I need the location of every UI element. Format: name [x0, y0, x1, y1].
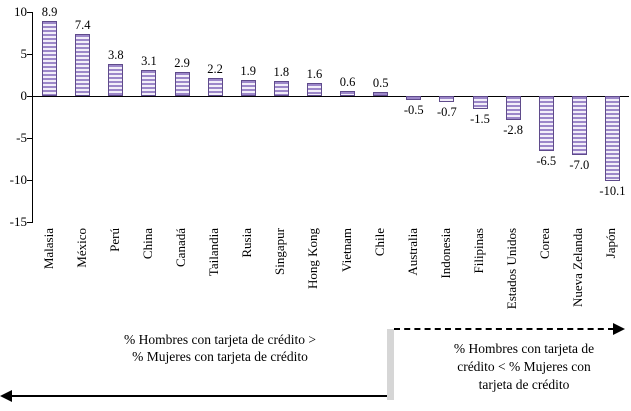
category-label: Australia	[404, 228, 420, 276]
bar	[472, 96, 488, 109]
right-annotation-line2: crédito < % Mujeres con	[457, 359, 591, 374]
bar-value-label: -0.7	[436, 104, 457, 119]
category-label: Vietnam	[338, 228, 354, 272]
bar-value-label: 1.6	[306, 66, 323, 81]
category-label: Hong Kong	[305, 228, 321, 290]
left-annotation-line1: % Hombres con tarjeta de crédito >	[123, 332, 317, 347]
bar	[604, 96, 620, 181]
y-tick-mark	[27, 222, 33, 223]
left-annotation: % Hombres con tarjeta de crédito > % Muj…	[55, 331, 385, 365]
y-tick-mark	[27, 96, 33, 97]
category-label: Japón	[603, 228, 619, 259]
right-dashed-arrow-line	[394, 328, 614, 330]
bar-value-label: -10.1	[599, 183, 626, 198]
bar-value-label: 0.5	[372, 75, 389, 90]
zero-axis-line	[33, 96, 629, 97]
bar	[108, 64, 124, 96]
category-label: Filipinas	[471, 228, 486, 274]
bar-value-label: 2.9	[174, 55, 190, 70]
right-arrowhead-icon	[613, 323, 625, 335]
y-tick-label: -5	[16, 130, 27, 145]
bar	[340, 90, 356, 96]
category-label: Rusia	[239, 228, 255, 258]
bar-value-label: 3.1	[141, 53, 157, 68]
category-label: Estados Unidos	[504, 228, 520, 310]
y-tick-mark	[27, 180, 33, 181]
category-label: México	[73, 228, 89, 268]
bar	[174, 71, 190, 96]
bar	[373, 91, 389, 96]
category-label: Malasia	[40, 228, 56, 270]
category-label: Canadá	[173, 228, 188, 267]
category-label: Perú	[106, 228, 122, 252]
bar-value-label: 8.9	[41, 5, 58, 20]
left-arrowhead-icon	[0, 390, 12, 402]
bar-value-label: 0.6	[339, 74, 356, 89]
category-label: China	[139, 228, 155, 260]
right-annotation: % Hombres con tarjeta de crédito < % Muj…	[418, 340, 630, 394]
right-annotation-line3: tarjeta de crédito	[478, 377, 570, 392]
y-tick-label: 10	[14, 4, 27, 19]
bar	[306, 82, 322, 96]
category-label: Singapur	[272, 228, 288, 275]
left-annotation-line2: % Mujeres con tarjeta de crédito	[132, 349, 308, 364]
bar	[240, 80, 256, 96]
bar-value-label: 1.8	[273, 64, 290, 79]
y-tick-mark	[27, 54, 33, 55]
bar-value-label: -6.5	[536, 153, 557, 168]
y-tick-label: 0	[20, 88, 28, 103]
bar	[538, 96, 554, 151]
bar	[207, 77, 223, 96]
y-tick-mark	[27, 138, 33, 139]
bar-value-label: -0.5	[403, 103, 424, 118]
y-tick-label: -15	[9, 214, 27, 229]
bar	[273, 80, 289, 96]
category-label: Chile	[371, 228, 387, 257]
bar	[406, 96, 422, 101]
bar-value-label: -7.0	[569, 157, 590, 172]
category-label: Indonesia	[437, 228, 453, 279]
bar	[505, 96, 521, 120]
y-tick-label: -10	[9, 172, 27, 187]
bar-value-label: 3.8	[107, 48, 124, 63]
bar-value-label: -1.5	[470, 111, 490, 126]
y-tick-mark	[27, 12, 33, 13]
bar	[439, 96, 455, 102]
y-tick-label: 5	[20, 46, 28, 61]
category-label: Tailandia	[206, 228, 222, 277]
bar	[571, 96, 587, 155]
category-labels: Malasia México Perú China Canadá Tailandia Rus…	[32, 228, 628, 328]
category-label: Corea	[537, 228, 553, 260]
left-arrow-line	[9, 395, 390, 397]
divider-bar	[387, 329, 394, 400]
bar-value-label: 7.4	[74, 17, 91, 32]
right-annotation-line1: % Hombres con tarjeta de	[453, 341, 595, 356]
bar	[42, 21, 58, 96]
bar	[75, 33, 91, 96]
category-label: Nueva Zelanda	[570, 228, 586, 308]
bar-value-label: -2.8	[503, 122, 523, 137]
bar	[141, 69, 157, 96]
bar-value-label: 2.2	[207, 61, 223, 76]
plot-area: 10 5 0 -5 -10 -15 8.9 7.4 3.8 3.1 2.9 2.2 1.9 1.8 1.6 0…	[10, 4, 629, 229]
bar-value-label: 1.9	[240, 64, 257, 79]
